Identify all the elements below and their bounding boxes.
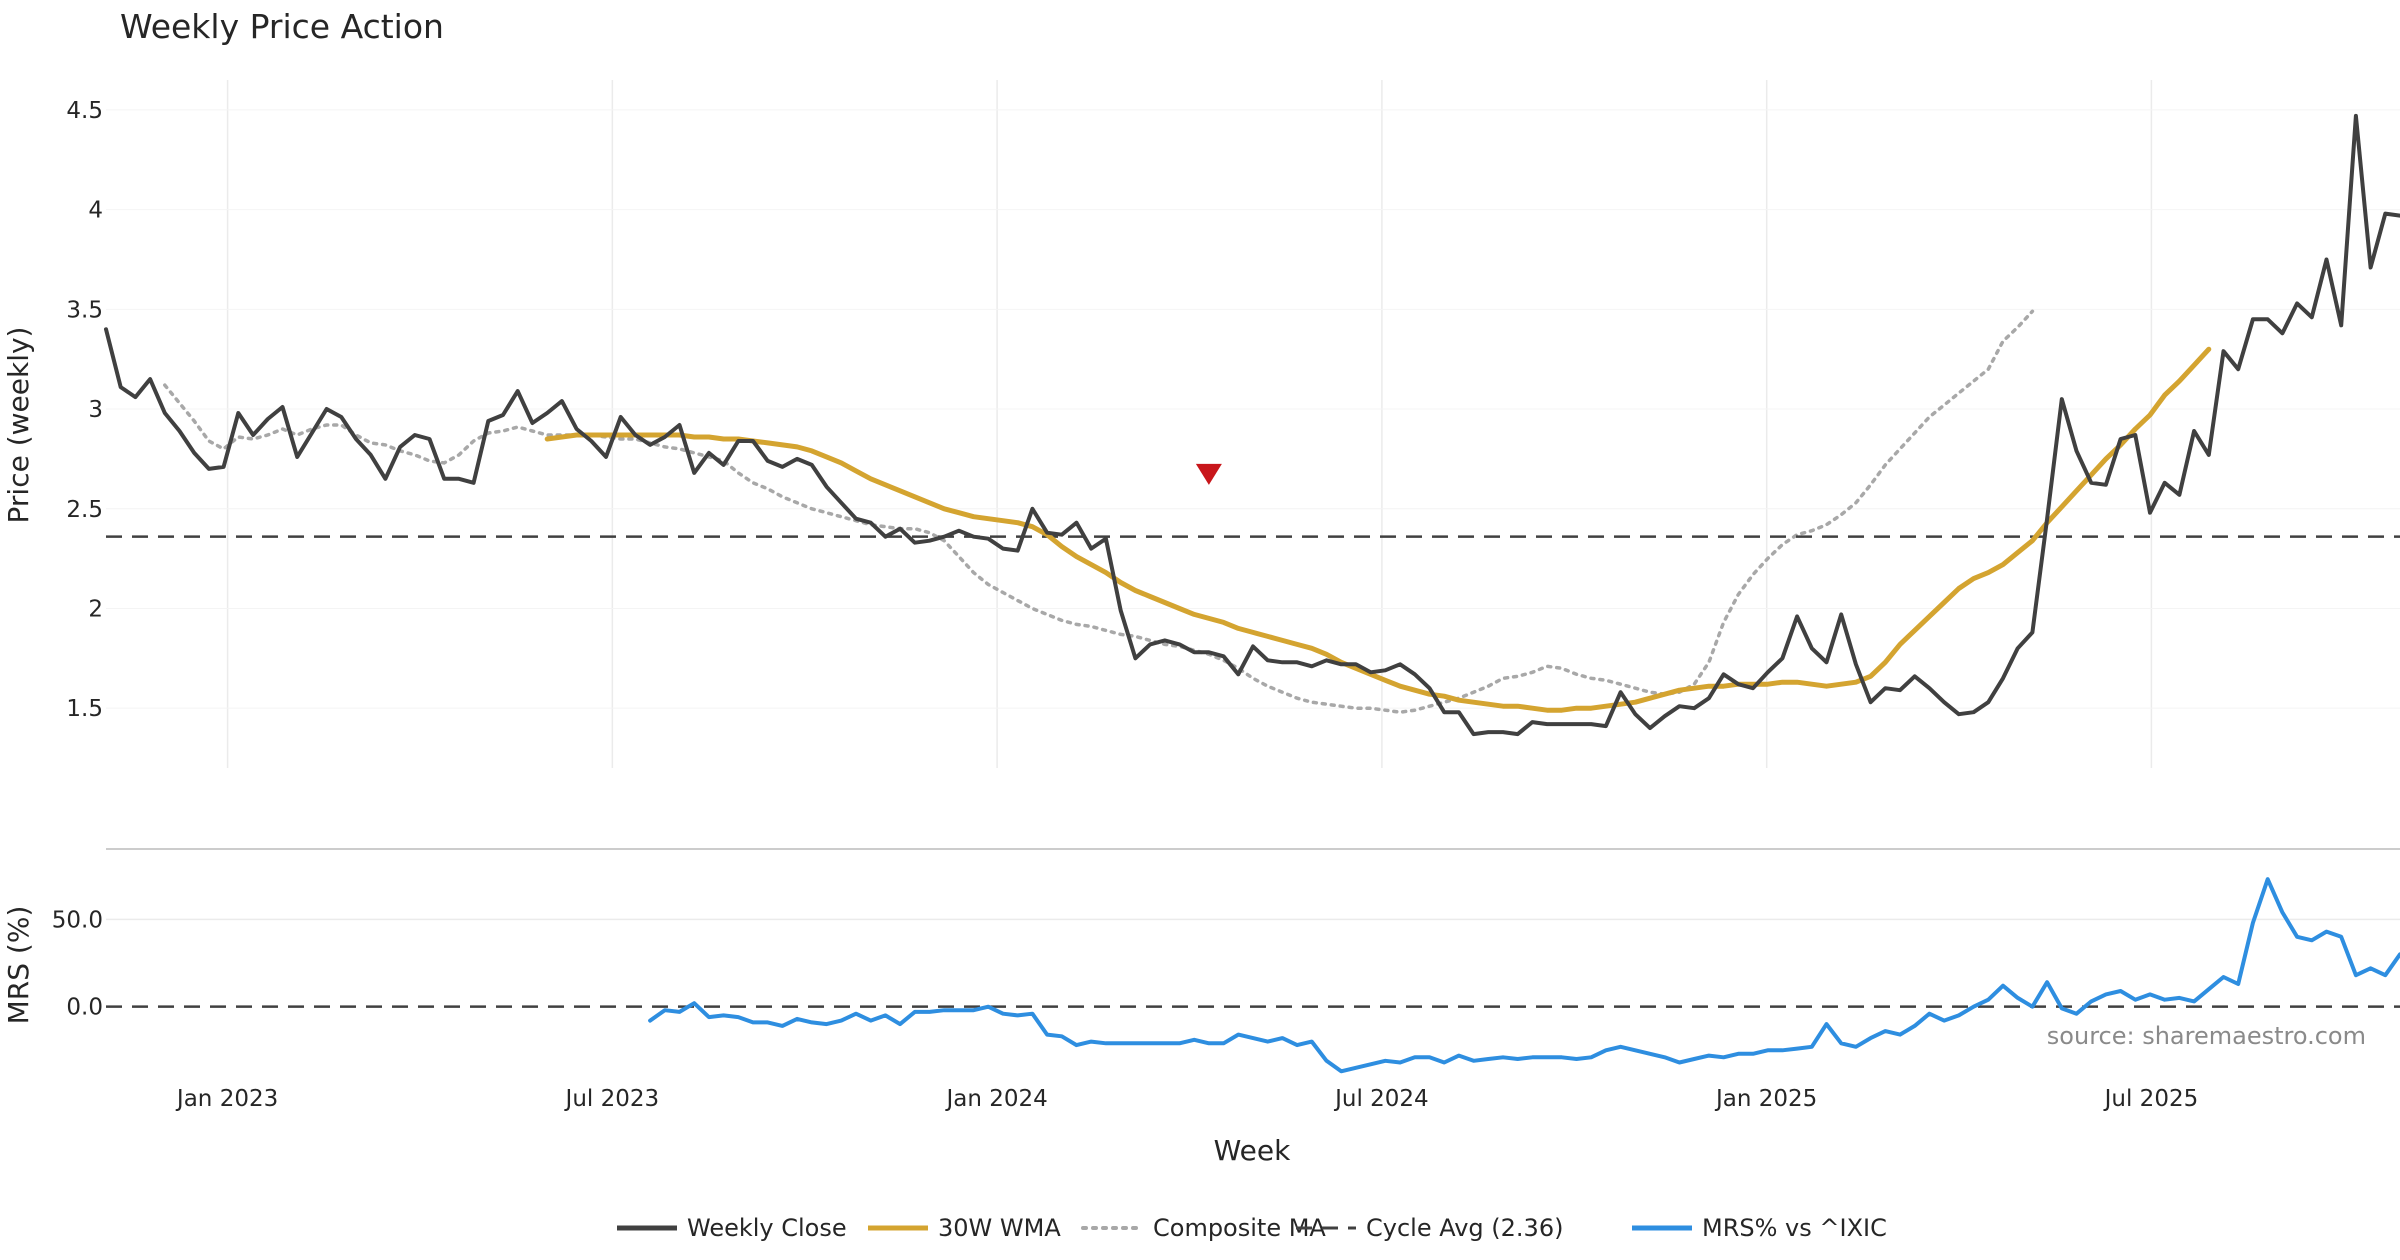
mrs-y-tick-label: 50.0	[52, 907, 103, 933]
price-grid	[106, 80, 2400, 768]
price-y-tick-label: 3.5	[66, 297, 103, 323]
price-y-axis-label: Price (weekly)	[2, 327, 35, 524]
legend-label: Weekly Close	[687, 1214, 847, 1242]
x-tick-label: Jan 2023	[175, 1086, 278, 1112]
mrs-series	[106, 877, 2400, 1074]
weekly-close-line	[104, 113, 2400, 737]
source-attribution: source: sharemaestro.com	[2047, 1022, 2366, 1050]
price-y-tick-label: 4	[88, 198, 103, 224]
price-y-tick-label: 2.5	[66, 497, 103, 523]
price-y-tick-label: 4.5	[66, 98, 103, 124]
mrs-y-ticks: 0.0 50.0	[52, 907, 103, 1020]
legend-label: 30W WMA	[938, 1214, 1061, 1242]
x-tick-label: Jan 2024	[944, 1086, 1047, 1112]
signal-markers	[1195, 463, 1222, 485]
x-tick-label: Jul 2025	[2103, 1086, 2199, 1112]
x-tick-label: Jul 2023	[564, 1086, 660, 1112]
x-axis-ticks: Jan 2023 Jul 2023 Jan 2024 Jul 2024 Jan 2025…	[175, 1086, 2198, 1112]
legend-label: Cycle Avg (2.36)	[1366, 1214, 1563, 1242]
price-y-ticks: 1.5 2 2.5 3 3.5 4 4.5	[66, 98, 103, 722]
chart-title: Weekly Price Action	[120, 7, 444, 46]
composite-ma-line	[163, 309, 2035, 714]
legend-label: MRS% vs ^IXIC	[1702, 1214, 1887, 1242]
price-y-tick-label: 2	[88, 596, 103, 622]
price-y-tick-label: 1.5	[66, 696, 103, 722]
sell-signal-marker	[1195, 463, 1222, 485]
mrs-y-tick-label: 0.0	[66, 995, 103, 1021]
price-y-tick-label: 3	[88, 397, 103, 423]
wma-30w-line	[544, 346, 2212, 713]
x-tick-label: Jan 2025	[1714, 1086, 1817, 1112]
mrs-y-axis-label: MRS (%)	[2, 906, 35, 1025]
price-series	[104, 113, 2400, 737]
legend: Weekly Close 30W WMA Composite MA Cycle Avg…	[617, 1214, 1887, 1242]
mrs-line	[648, 877, 2400, 1074]
x-tick-label: Jul 2024	[1333, 1086, 1429, 1112]
x-axis-label: Week	[1214, 1134, 1291, 1167]
